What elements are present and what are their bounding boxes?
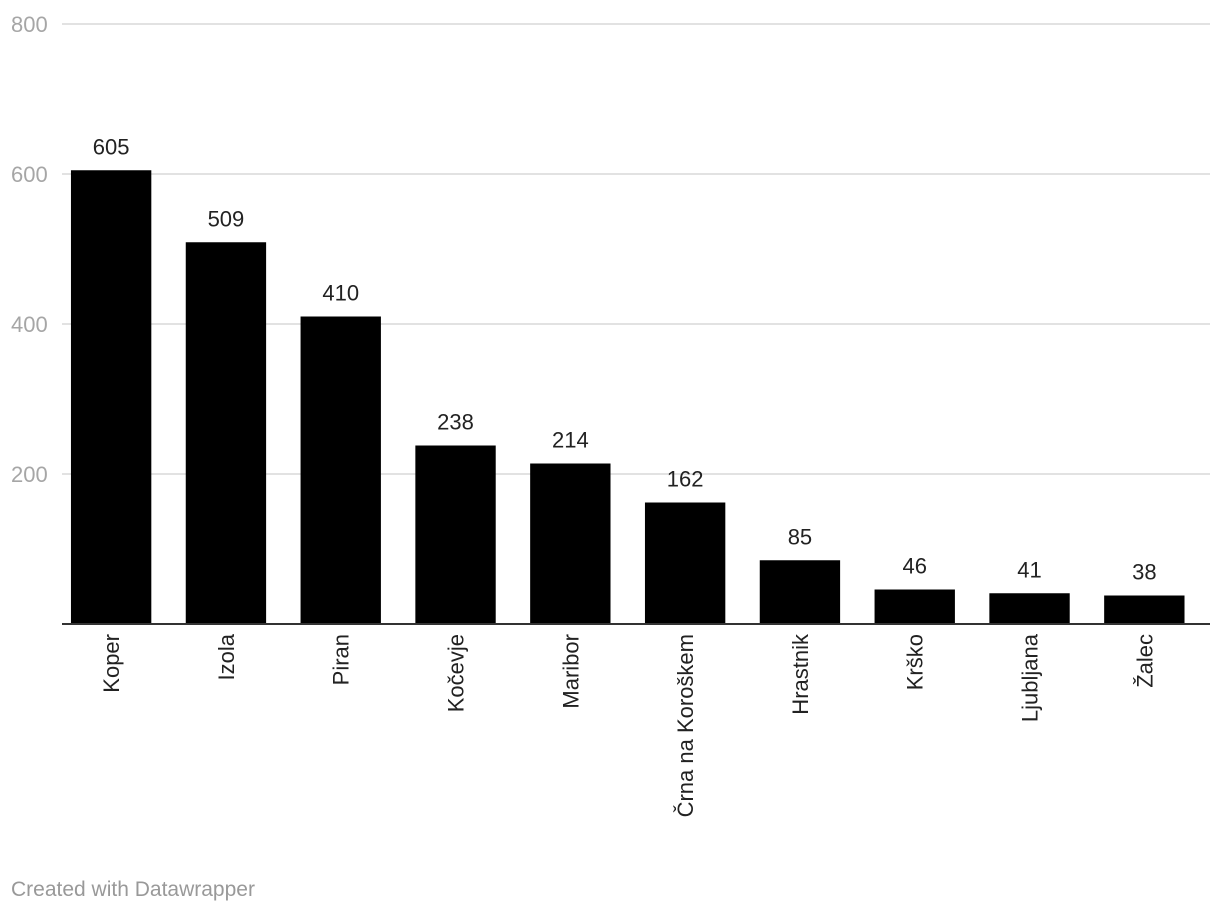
- value-label-5: 162: [667, 467, 704, 492]
- value-label-8: 41: [1017, 557, 1041, 582]
- bar-5: [644, 502, 726, 624]
- value-label-0: 605: [93, 134, 130, 159]
- bar-9: [1104, 595, 1185, 624]
- value-label-1: 509: [208, 206, 245, 231]
- bar-1: [185, 242, 267, 624]
- bar-2: [300, 316, 381, 624]
- category-label-8: Ljubljana: [1018, 633, 1043, 722]
- category-label-0: Koper: [99, 634, 124, 693]
- value-label-2: 410: [322, 281, 359, 306]
- value-label-4: 214: [552, 428, 589, 453]
- value-label-3: 238: [437, 410, 474, 435]
- gridlines: 200 400 600 800: [11, 12, 1210, 487]
- value-label-6: 85: [788, 524, 812, 549]
- value-label-7: 46: [902, 554, 926, 579]
- bar-3: [415, 445, 496, 624]
- credit-text: Created with Datawrapper: [11, 878, 255, 901]
- bar-8: [989, 593, 1070, 624]
- y-tick-label: 600: [11, 162, 48, 187]
- bars: [70, 170, 1185, 624]
- y-tick-label: 800: [11, 12, 48, 37]
- category-label-2: Piran: [329, 634, 354, 685]
- category-label-1: Izola: [214, 633, 239, 680]
- value-labels: 605 509 410 238 214 162 85 46 41 38: [93, 134, 1157, 584]
- y-tick-label: 400: [11, 312, 48, 337]
- category-label-6: Hrastnik: [788, 633, 813, 715]
- category-label-4: Maribor: [558, 634, 583, 709]
- bar-4: [530, 463, 611, 624]
- bar-6: [759, 560, 841, 624]
- bar-0: [70, 170, 152, 624]
- value-label-9: 38: [1132, 560, 1156, 585]
- category-label-7: Krško: [903, 634, 928, 690]
- bar-7: [874, 589, 955, 624]
- category-label-5: Črna na Koroškem: [673, 634, 698, 817]
- category-label-9: Žalec: [1132, 634, 1157, 688]
- category-labels: Koper Izola Piran Kočevje Maribor Črna na Kor…: [99, 633, 1157, 817]
- category-label-3: Kočevje: [444, 634, 469, 712]
- y-tick-label: 200: [11, 462, 48, 487]
